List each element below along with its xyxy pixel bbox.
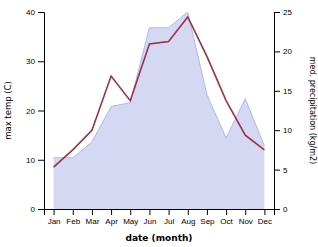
chart: Jan Feb Mar Apr May Jun Jul Aug Sep Oct Nov Dec 0 10 2… (0, 0, 318, 247)
y2-axis-title: med. precipitation (kg/m2) (308, 57, 317, 164)
tick-mark (54, 209, 55, 215)
tick: Feb (66, 209, 80, 226)
tick: 5 (274, 166, 288, 175)
tick-label: Jun (143, 217, 156, 226)
tick-label: Apr (105, 217, 118, 226)
tick-mark (38, 209, 44, 210)
tick-label: 20 (283, 47, 292, 56)
tick: 40 (26, 8, 44, 17)
tick: Nov (239, 209, 253, 226)
tick: Sep (200, 209, 215, 226)
axis-line (38, 13, 45, 210)
tick-mark (149, 209, 150, 215)
tick-mark (264, 209, 265, 215)
tick-mark (38, 160, 44, 161)
tick-mark (274, 51, 280, 52)
tick: 15 (274, 87, 292, 96)
tick-mark (111, 209, 112, 215)
tick-mark (245, 209, 246, 215)
area (54, 12, 265, 209)
y2-axis: 0 5 10 15 20 25 (274, 8, 292, 214)
x-axis-title: date (month) (126, 233, 193, 243)
tick-label: 10 (283, 126, 292, 135)
y-axis: 0 10 20 30 40 (26, 8, 44, 214)
tick-label: Jan (48, 217, 61, 226)
tick: 0 (274, 205, 288, 214)
tick-label: Feb (66, 217, 80, 226)
tick: 20 (274, 47, 292, 56)
tick: 20 (26, 107, 44, 116)
tick-mark (73, 209, 74, 215)
tick: 10 (26, 156, 44, 165)
tick: Oct (220, 209, 233, 226)
tick-label: Dec (258, 217, 272, 226)
tick-label: 40 (26, 8, 35, 17)
tick-label: 0 (283, 205, 288, 214)
tick-label: Oct (220, 217, 233, 226)
tick-label: 30 (26, 57, 35, 66)
tick-label: 20 (26, 107, 35, 116)
tick: Dec (258, 209, 272, 226)
tick-label: Sep (200, 217, 215, 226)
tick-mark (274, 130, 280, 131)
area-outline (54, 12, 265, 158)
tick-label: 25 (283, 8, 292, 17)
tick-mark (38, 12, 44, 13)
marks (54, 12, 265, 209)
tick-mark (274, 209, 280, 210)
tick: Apr (105, 209, 118, 226)
tick: 30 (26, 57, 44, 66)
tick: Jun (143, 209, 156, 226)
tick-mark (226, 209, 227, 215)
tick-mark (38, 61, 44, 62)
tick-label: 0 (31, 205, 36, 214)
tick-mark (274, 12, 280, 13)
tick-label: Jul (164, 217, 174, 226)
tick-mark (274, 91, 280, 92)
tick-label: Aug (181, 217, 195, 226)
axis-line (275, 13, 281, 210)
tick-mark (188, 209, 189, 215)
axis-line (45, 210, 275, 216)
y-axis-title: max temp (C) (3, 81, 13, 140)
tick-mark (130, 209, 131, 215)
tick: 10 (274, 126, 292, 135)
tick-label: 15 (283, 87, 292, 96)
tick: 0 (31, 205, 44, 214)
tick-label: 10 (26, 156, 35, 165)
tick-label: Nov (239, 217, 253, 226)
tick-mark (92, 209, 93, 215)
plot: Jan Feb Mar Apr May Jun Jul Aug Sep Oct Nov Dec 0 10 2… (26, 8, 292, 226)
tick-mark (169, 209, 170, 215)
tick-mark (38, 111, 44, 112)
tick: Jan (48, 209, 61, 226)
tick: May (123, 209, 138, 226)
tick-label: May (123, 217, 138, 226)
tick-mark (207, 209, 208, 215)
tick: Mar (86, 209, 100, 226)
line (54, 17, 265, 167)
x-axis: Jan Feb Mar Apr May Jun Jul Aug Sep Oct Nov Dec (45, 209, 275, 226)
tick: 25 (274, 8, 292, 17)
tick-label: 5 (283, 166, 288, 175)
tick: Aug (181, 209, 195, 226)
tick-mark (274, 170, 280, 171)
tick: Jul (164, 209, 174, 226)
tick-label: Mar (86, 217, 100, 226)
